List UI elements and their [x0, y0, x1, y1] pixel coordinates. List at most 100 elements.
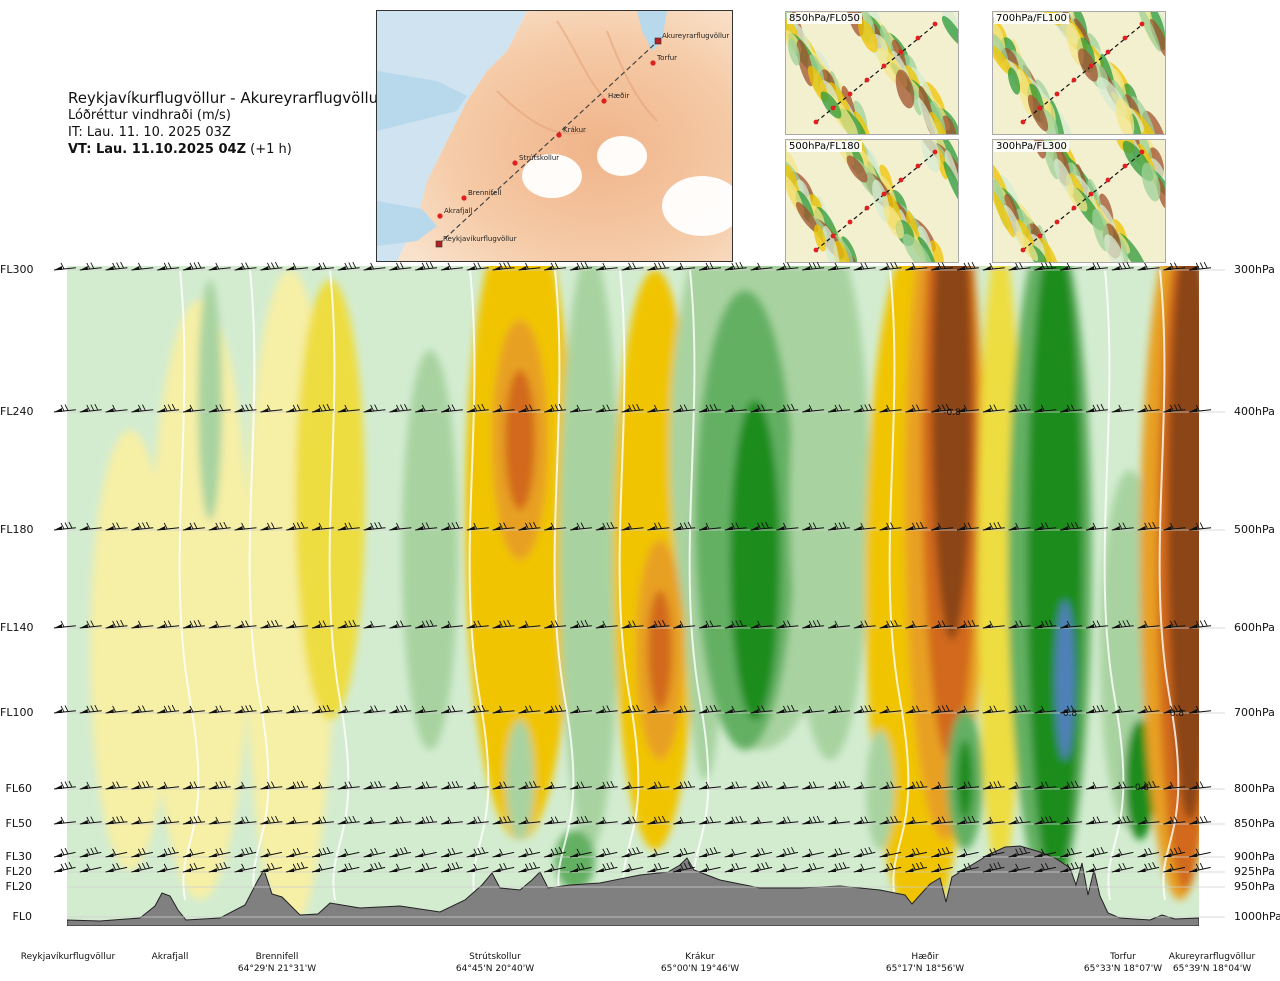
init-time: IT: Lau. 11. 10. 2025 03Z — [68, 125, 231, 140]
wind-barb — [131, 780, 154, 790]
wind-barb — [79, 620, 102, 629]
wind-barb — [53, 521, 76, 531]
wind-barb — [595, 404, 618, 413]
wind-barb — [157, 403, 180, 413]
contour-line — [328, 269, 350, 901]
location-coords: 64°45'N 20°40'W — [455, 964, 535, 974]
wind-barb — [363, 816, 386, 825]
wind-barb — [956, 862, 979, 873]
contour-value-label: -0.8 — [943, 408, 961, 418]
wind-barb — [905, 847, 928, 858]
hpa-label: 950hPa — [1234, 880, 1275, 893]
wind-barb — [673, 404, 696, 413]
wind-barb — [260, 781, 283, 790]
fl-label: FL180 — [0, 523, 34, 536]
location-name: Reykjavíkurflugvöllur — [20, 952, 116, 962]
wind-barb — [337, 619, 360, 629]
location-label: Krákur 65°00'N 19°46'W — [650, 951, 750, 975]
heatmap-cell — [402, 350, 458, 750]
wind-barb — [363, 521, 386, 531]
wind-barb — [673, 780, 696, 790]
wind-barb — [182, 781, 205, 790]
svg-text:Brennifell: Brennifell — [468, 189, 501, 197]
wind-barb — [492, 815, 515, 825]
wind-barb — [569, 848, 592, 858]
wind-barb — [1034, 815, 1057, 825]
wind-barb — [647, 261, 670, 271]
wind-barb — [105, 862, 128, 873]
wind-barb — [518, 847, 541, 858]
heatmap-cell — [1027, 266, 1083, 890]
wind-barb — [234, 403, 257, 413]
wind-barb — [492, 862, 515, 873]
wind-barb — [466, 863, 489, 873]
wind-barb — [1163, 781, 1186, 790]
wind-barb — [853, 816, 876, 825]
wind-barb — [544, 781, 567, 790]
wind-barb — [105, 815, 128, 825]
heatmap-cell — [695, 290, 795, 750]
wind-barb — [415, 815, 438, 825]
wind-barb — [234, 262, 257, 271]
level-thumbnail[interactable]: 850hPa/FL050 — [785, 11, 959, 135]
wind-barb — [1034, 705, 1057, 714]
wind-barb — [440, 620, 463, 629]
wind-barb — [260, 848, 283, 858]
wind-barb — [286, 620, 309, 629]
wind-barb — [956, 815, 979, 825]
wind-barb — [389, 863, 412, 873]
wind-barb — [1085, 403, 1108, 413]
wind-barb — [415, 619, 438, 629]
wind-barb — [311, 403, 334, 413]
wind-barb — [1085, 863, 1108, 873]
wind-barb — [337, 848, 360, 858]
wind-barb — [1060, 404, 1083, 413]
wind-barb — [776, 262, 799, 271]
level-thumbnail[interactable]: 500hPa/FL180 — [785, 139, 959, 263]
wind-barb — [956, 522, 979, 531]
wind-barb — [595, 861, 618, 873]
wind-barb — [931, 522, 954, 531]
wind-barb — [337, 404, 360, 413]
wind-barb — [776, 846, 799, 858]
wind-barb — [466, 781, 489, 790]
map-place: Akureyrarflugvöllur — [654, 32, 729, 45]
wind-barb — [157, 704, 180, 714]
wind-barb — [1008, 704, 1031, 714]
wind-barb — [698, 262, 721, 271]
wind-barb — [518, 816, 541, 825]
wind-barb — [621, 262, 644, 271]
wind-barb — [208, 262, 231, 271]
wind-barb — [853, 846, 876, 858]
wind-barb — [724, 848, 747, 858]
wind-barb — [931, 781, 954, 790]
wind-barb — [415, 781, 438, 790]
fl-label: FL300 — [0, 263, 34, 276]
wind-barb — [234, 863, 257, 873]
svg-text:Strútskollur: Strútskollur — [519, 154, 559, 162]
wind-barb — [208, 404, 231, 413]
wind-barb — [750, 705, 773, 714]
wind-barb — [53, 262, 76, 271]
wind-barb — [544, 816, 567, 825]
wind-barb — [879, 848, 902, 858]
wind-barb — [79, 522, 102, 531]
fl-label: FL20 — [5, 880, 32, 893]
wind-barb — [208, 780, 231, 790]
wind-barb — [311, 846, 334, 858]
wind-barb — [157, 816, 180, 825]
wind-barb — [1189, 848, 1211, 858]
wind-barb — [208, 521, 231, 531]
wind-barb — [182, 404, 205, 413]
wind-barb — [1008, 620, 1031, 629]
wind-barb — [234, 522, 257, 531]
wind-barb — [492, 522, 515, 531]
level-thumbnail[interactable]: 700hPa/FL100 — [992, 11, 1166, 135]
wind-barb — [1137, 816, 1160, 825]
map-place: Torfur — [650, 54, 677, 66]
wind-barb — [673, 861, 695, 873]
level-thumbnail[interactable]: 300hPa/FL300 — [992, 139, 1166, 263]
heatmap-cell — [865, 266, 975, 926]
wind-barb — [286, 705, 309, 714]
wind-barb — [647, 815, 670, 825]
